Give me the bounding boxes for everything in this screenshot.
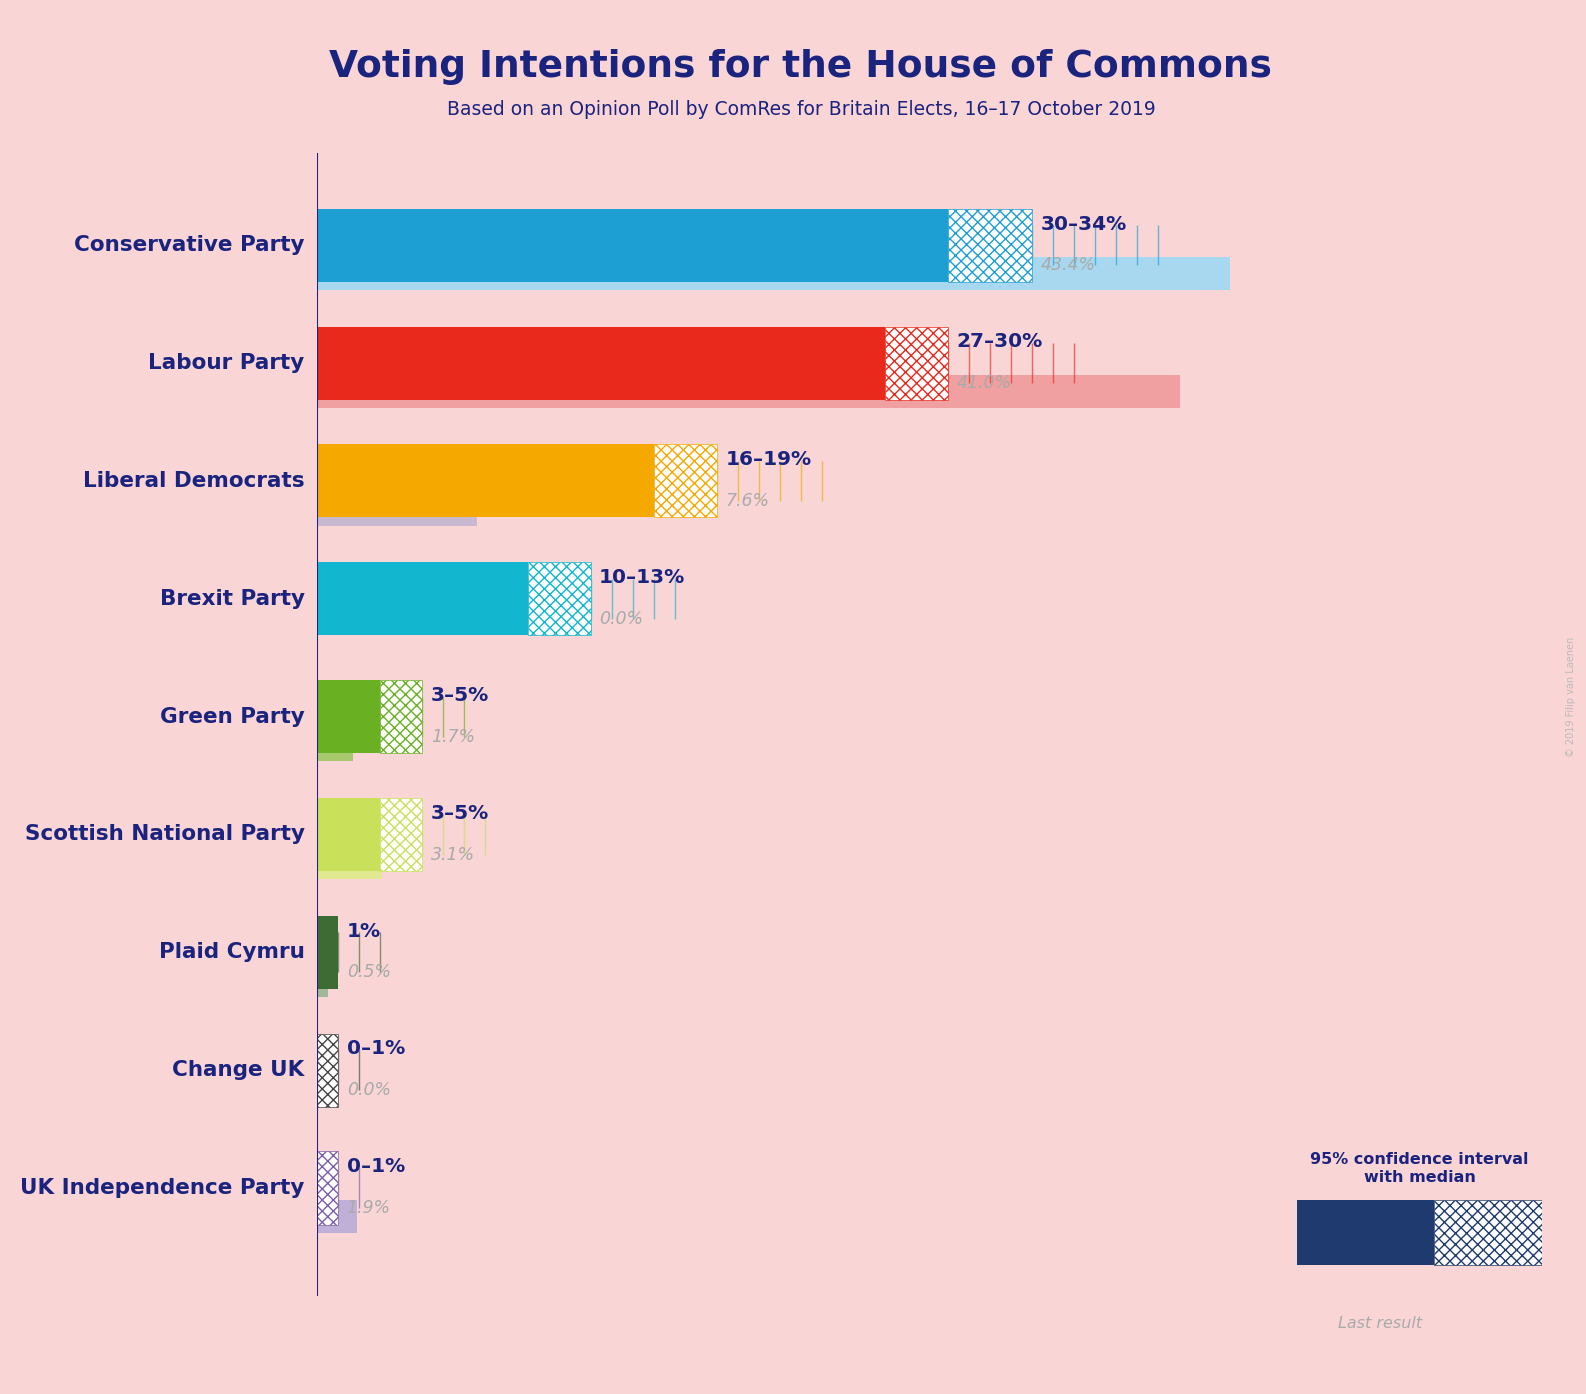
- Text: © 2019 Filip van Laenen: © 2019 Filip van Laenen: [1567, 637, 1576, 757]
- Text: Liberal Democrats: Liberal Democrats: [82, 471, 305, 491]
- Bar: [317, 562, 528, 636]
- Bar: [317, 256, 1231, 290]
- Bar: [317, 326, 885, 400]
- Text: 1.9%: 1.9%: [347, 1199, 390, 1217]
- Text: Conservative Party: Conservative Party: [75, 236, 305, 255]
- Text: 1.7%: 1.7%: [431, 728, 474, 746]
- Bar: [317, 209, 948, 282]
- Bar: [317, 1151, 338, 1224]
- Text: 3–5%: 3–5%: [431, 804, 488, 822]
- Bar: [317, 797, 381, 871]
- Text: 95% confidence interval
with median: 95% confidence interval with median: [1310, 1153, 1529, 1185]
- Bar: [1297, 1200, 1434, 1264]
- Bar: [317, 492, 477, 526]
- Bar: [317, 1200, 357, 1232]
- Bar: [528, 562, 590, 636]
- Text: Plaid Cymru: Plaid Cymru: [159, 942, 305, 962]
- Bar: [381, 680, 422, 753]
- Text: 1%: 1%: [347, 921, 381, 941]
- Bar: [317, 680, 381, 753]
- Text: 3.1%: 3.1%: [431, 846, 474, 863]
- Text: 0.0%: 0.0%: [347, 1082, 390, 1100]
- Bar: [381, 797, 422, 871]
- Bar: [1434, 1200, 1542, 1264]
- Text: 7.6%: 7.6%: [725, 492, 769, 510]
- Text: 27–30%: 27–30%: [956, 332, 1044, 351]
- Bar: [653, 445, 717, 517]
- Bar: [317, 445, 653, 517]
- Text: 10–13%: 10–13%: [600, 569, 685, 587]
- Text: Based on an Opinion Poll by ComRes for Britain Elects, 16–17 October 2019: Based on an Opinion Poll by ComRes for B…: [447, 100, 1155, 120]
- Bar: [317, 846, 382, 880]
- Text: Brexit Party: Brexit Party: [160, 588, 305, 609]
- Bar: [317, 965, 328, 997]
- Bar: [948, 209, 1032, 282]
- Text: 0.5%: 0.5%: [347, 963, 390, 981]
- Bar: [317, 1033, 338, 1107]
- Text: 43.4%: 43.4%: [1040, 256, 1096, 275]
- Text: 3–5%: 3–5%: [431, 686, 488, 705]
- Text: 16–19%: 16–19%: [725, 450, 812, 470]
- Bar: [317, 916, 338, 988]
- Text: 0–1%: 0–1%: [347, 1040, 404, 1058]
- Bar: [317, 729, 354, 761]
- Text: Green Party: Green Party: [160, 707, 305, 726]
- Text: 0.0%: 0.0%: [600, 609, 642, 627]
- Text: Voting Intentions for the House of Commons: Voting Intentions for the House of Commo…: [330, 49, 1272, 85]
- Text: UK Independence Party: UK Independence Party: [21, 1178, 305, 1197]
- Text: Change UK: Change UK: [173, 1061, 305, 1080]
- Text: 0–1%: 0–1%: [347, 1157, 404, 1177]
- Text: 41.0%: 41.0%: [956, 374, 1012, 392]
- Text: 30–34%: 30–34%: [1040, 215, 1128, 234]
- Text: Last result: Last result: [1339, 1316, 1423, 1331]
- Text: Labour Party: Labour Party: [149, 353, 305, 374]
- Text: Scottish National Party: Scottish National Party: [24, 824, 305, 845]
- Bar: [317, 375, 1180, 408]
- Bar: [885, 326, 948, 400]
